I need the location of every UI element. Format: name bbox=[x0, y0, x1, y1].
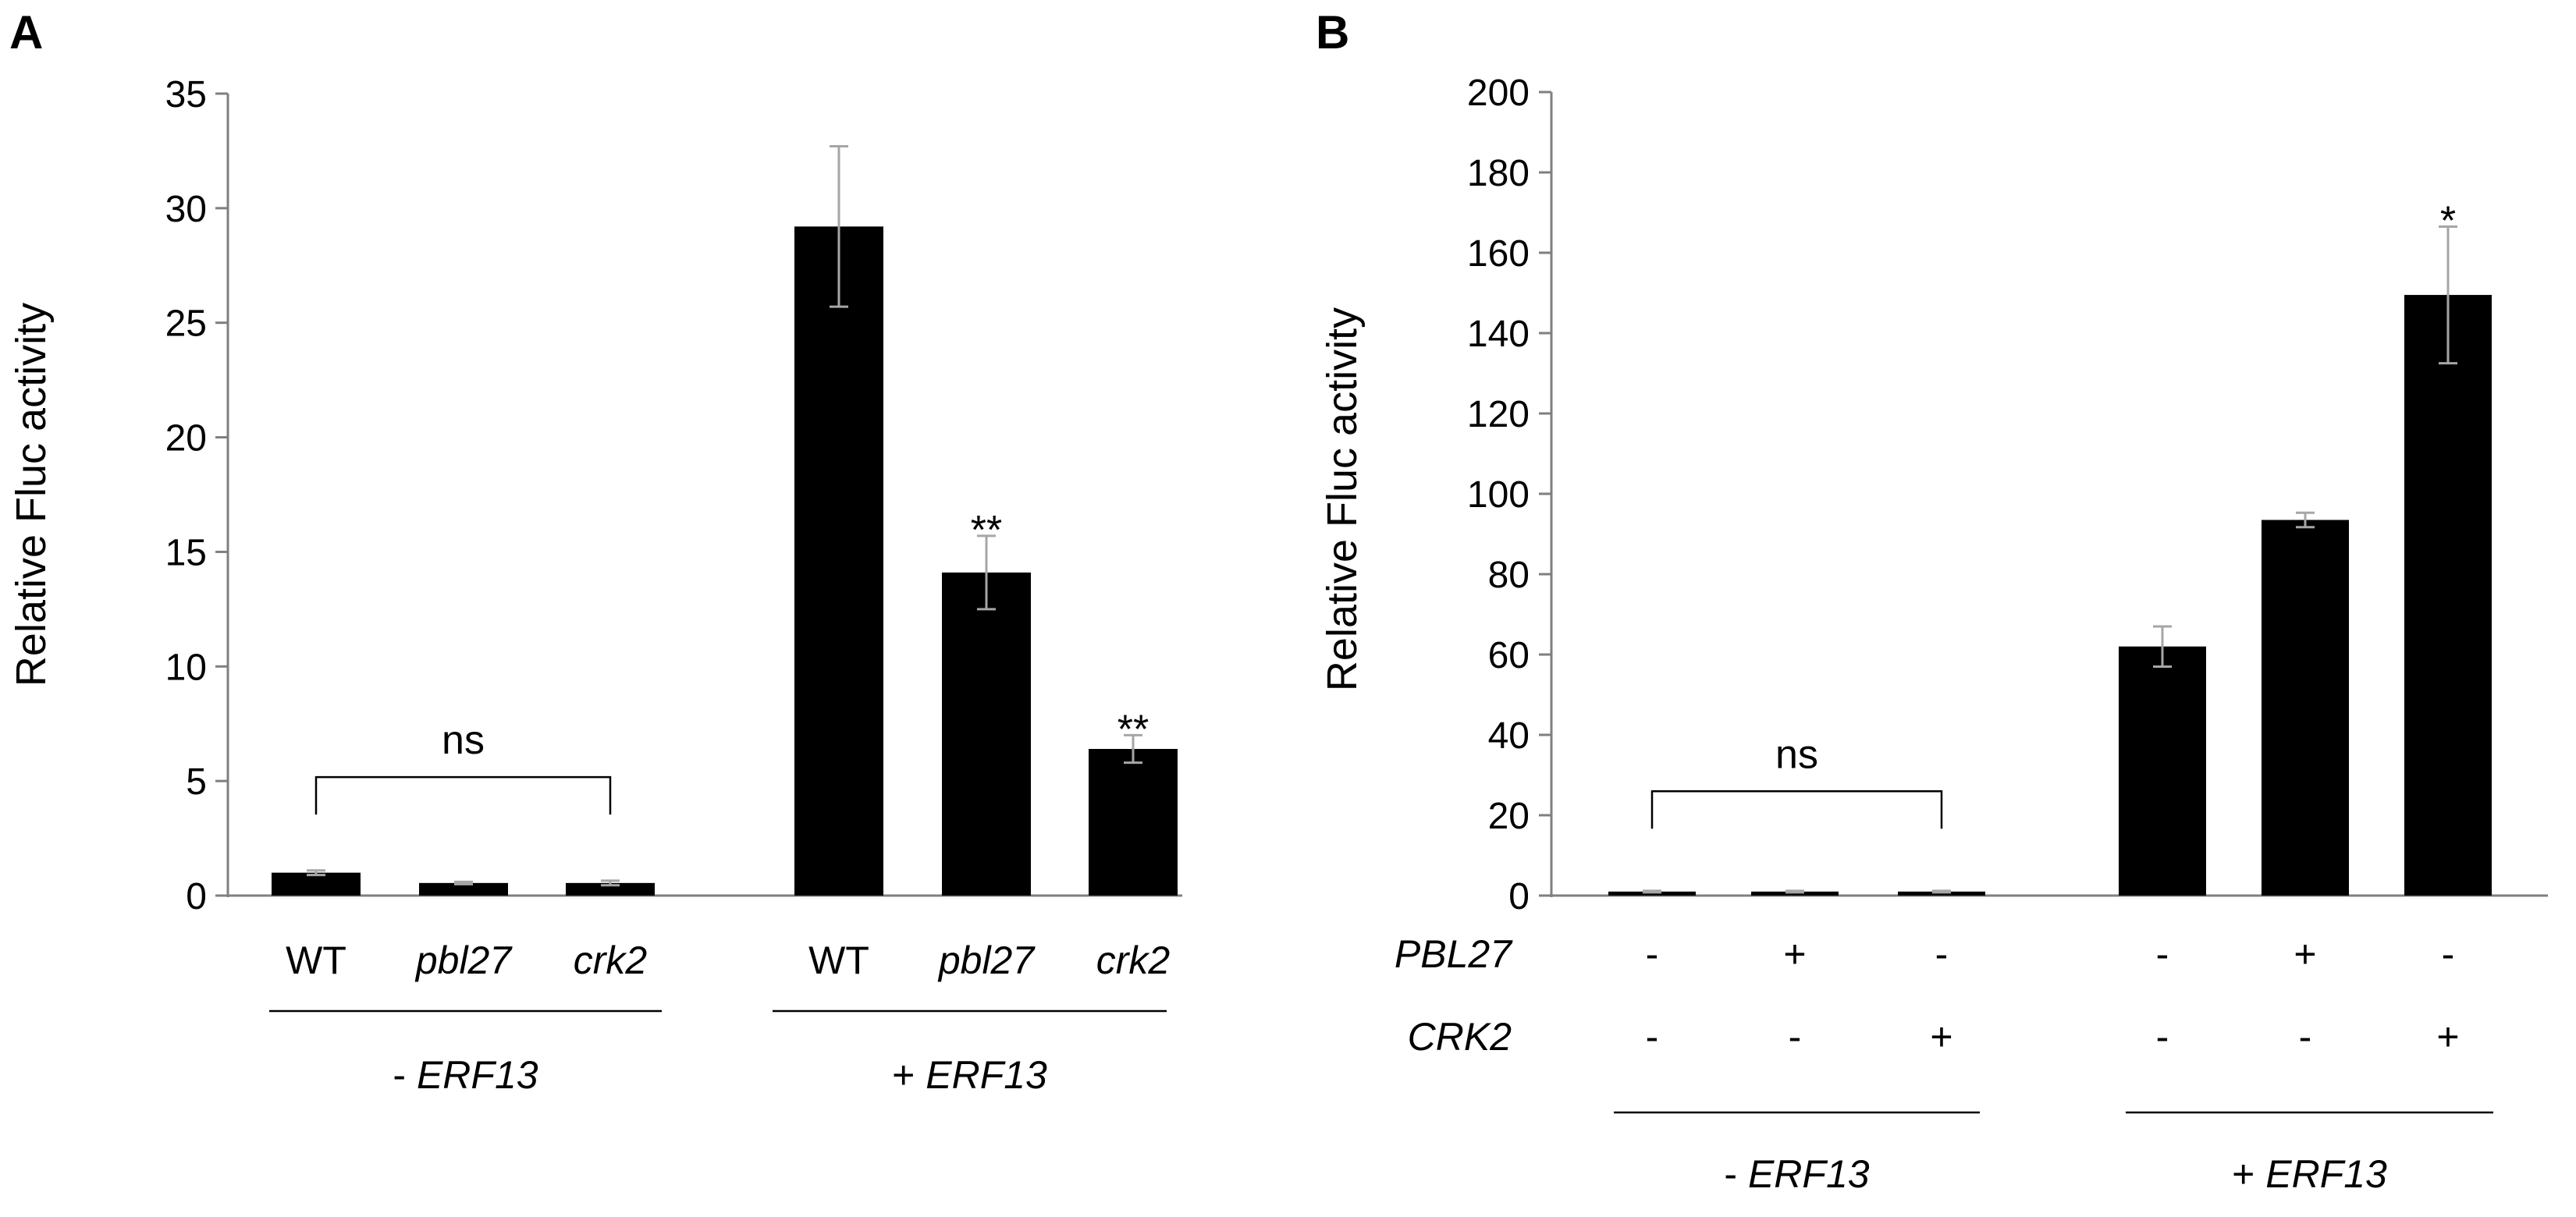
group-label-prefix: - bbox=[393, 1053, 417, 1097]
y-tick-label: 0 bbox=[1508, 876, 1530, 917]
significance-label: ** bbox=[971, 508, 1002, 553]
condition-row-label: PBL27 bbox=[1395, 932, 1513, 976]
y-tick-label: 35 bbox=[165, 74, 207, 115]
x-tick-label: WT bbox=[286, 938, 346, 982]
condition-mark: - bbox=[2156, 932, 2169, 976]
y-tick-label: 10 bbox=[165, 647, 207, 688]
y-tick-label: 60 bbox=[1488, 635, 1530, 676]
bar bbox=[1751, 891, 1839, 896]
significance-bracket bbox=[314, 775, 612, 815]
condition-row-label: CRK2 bbox=[1408, 1015, 1512, 1059]
bar bbox=[1898, 891, 1985, 896]
condition-mark: - bbox=[1646, 1015, 1659, 1059]
group-label-gene: ERF13 bbox=[926, 1053, 1047, 1097]
group-label: + ERF13 bbox=[892, 1053, 1047, 1097]
bar bbox=[419, 882, 508, 896]
condition-mark: - bbox=[1789, 1015, 1802, 1059]
condition-mark: - bbox=[2442, 932, 2455, 976]
y-tick-label: 15 bbox=[165, 532, 207, 573]
bar bbox=[1608, 891, 1696, 896]
y-tick-label: 30 bbox=[165, 189, 207, 230]
group-label-prefix: - bbox=[1724, 1152, 1748, 1196]
condition-mark: - bbox=[2299, 1015, 2312, 1059]
bar bbox=[272, 872, 361, 896]
y-tick-label: 100 bbox=[1467, 474, 1530, 516]
y-axis-label: Relative Fluc activity bbox=[1319, 307, 1366, 691]
x-tick-label: pbl27 bbox=[414, 938, 513, 982]
y-tick-label: 80 bbox=[1488, 555, 1530, 596]
y-tick-label: 20 bbox=[1488, 796, 1530, 837]
bar bbox=[1089, 749, 1178, 896]
y-tick-label: 40 bbox=[1488, 715, 1530, 757]
y-tick-label: 200 bbox=[1467, 73, 1530, 114]
y-axis-label: Relative Fluc activity bbox=[8, 303, 55, 687]
group-label: - ERF13 bbox=[1724, 1152, 1869, 1196]
x-tick-label: crk2 bbox=[1096, 938, 1171, 982]
panel-label: B bbox=[1316, 6, 1349, 59]
group-label: - ERF13 bbox=[393, 1053, 538, 1097]
y-tick-label: 160 bbox=[1467, 233, 1530, 275]
x-tick-label: pbl27 bbox=[937, 938, 1036, 982]
y-tick-label: 0 bbox=[186, 876, 207, 917]
y-tick-label: 5 bbox=[186, 761, 207, 803]
panel-label: A bbox=[9, 6, 43, 59]
bar bbox=[794, 226, 883, 896]
condition-mark: + bbox=[1930, 1015, 1952, 1059]
panel-a-chart: A 0 5 10 15 20 25 30 35 Relative Fluc activity ** *… bbox=[8, 6, 1182, 1097]
group-label: + ERF13 bbox=[2232, 1152, 2387, 1196]
x-tick-label: WT bbox=[808, 938, 869, 982]
condition-mark: - bbox=[1935, 932, 1949, 976]
significance-label: * bbox=[2440, 199, 2456, 244]
group-label-gene: ERF13 bbox=[2265, 1152, 2387, 1196]
significance-bracket bbox=[1650, 790, 1943, 829]
group-label-prefix: + bbox=[892, 1053, 926, 1097]
condition-mark: + bbox=[1783, 932, 1806, 976]
bar bbox=[2404, 295, 2492, 896]
group-label-prefix: + bbox=[2232, 1152, 2265, 1196]
condition-mark: + bbox=[2436, 1015, 2459, 1059]
bracket-label: ns bbox=[442, 718, 485, 763]
y-tick-label: 180 bbox=[1467, 153, 1530, 194]
x-tick-label: crk2 bbox=[574, 938, 648, 982]
y-tick-label: 140 bbox=[1467, 314, 1530, 355]
condition-mark: - bbox=[2156, 1015, 2169, 1059]
y-tick-label: 20 bbox=[165, 418, 207, 459]
bracket-label: ns bbox=[1775, 732, 1818, 777]
bar bbox=[942, 572, 1031, 896]
significance-label: ** bbox=[1117, 707, 1149, 752]
group-label-gene: ERF13 bbox=[417, 1053, 538, 1097]
y-tick-label: 25 bbox=[165, 303, 207, 345]
bar bbox=[2119, 646, 2206, 896]
panel-b-chart: B 0 20 40 60 80 100 120 140 160 180 200 Relative Flu… bbox=[1316, 6, 2548, 1196]
condition-mark: + bbox=[2294, 932, 2316, 976]
bar bbox=[566, 882, 655, 896]
group-label-gene: ERF13 bbox=[1748, 1152, 1870, 1196]
condition-mark: - bbox=[1646, 932, 1659, 976]
y-tick-label: 120 bbox=[1467, 394, 1530, 435]
bar bbox=[2262, 520, 2349, 896]
